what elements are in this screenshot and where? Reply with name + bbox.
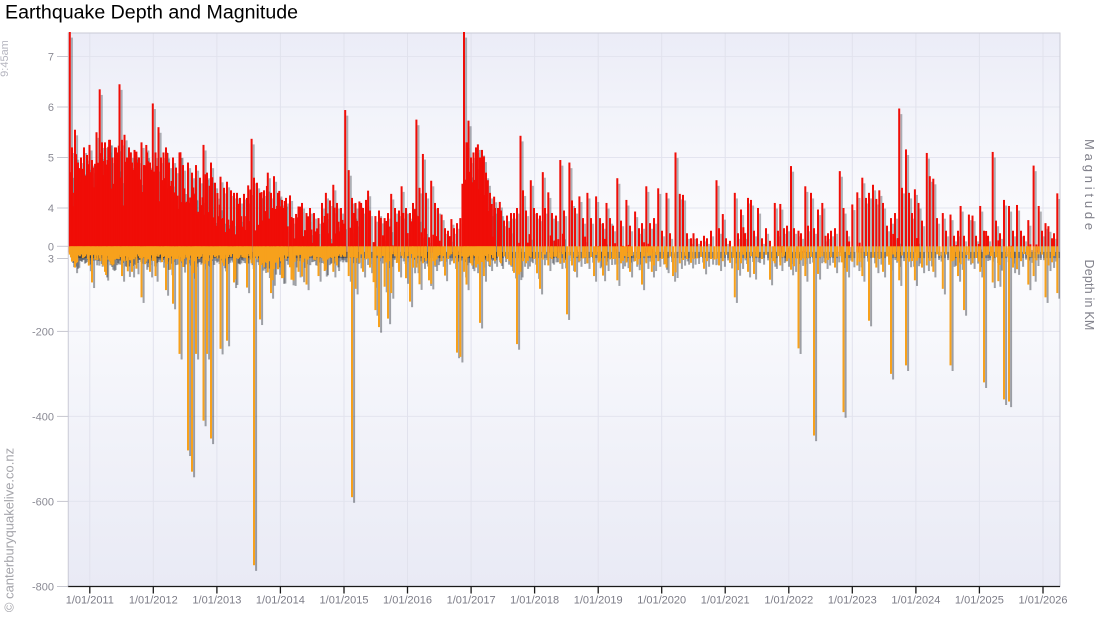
svg-text:1/01/2016: 1/01/2016 <box>383 595 432 607</box>
svg-text:Earthquake Depth and Magnitude: Earthquake Depth and Magnitude <box>5 2 298 24</box>
svg-text:9:45am: 9:45am <box>0 40 11 77</box>
svg-text:3: 3 <box>48 254 54 266</box>
svg-text:1/01/2019: 1/01/2019 <box>574 595 623 607</box>
svg-text:1/01/2024: 1/01/2024 <box>891 595 940 607</box>
svg-text:1/01/2018: 1/01/2018 <box>510 595 559 607</box>
svg-text:4: 4 <box>48 203 54 215</box>
svg-text:1/01/2026: 1/01/2026 <box>1019 595 1068 607</box>
svg-text:-800: -800 <box>32 582 54 594</box>
svg-text:-400: -400 <box>32 411 54 423</box>
svg-text:-600: -600 <box>32 496 54 508</box>
svg-text:5: 5 <box>48 153 54 165</box>
svg-text:1/01/2022: 1/01/2022 <box>764 595 813 607</box>
svg-text:1/01/2012: 1/01/2012 <box>129 595 178 607</box>
svg-text:© canterburyquakelive.co.nz: © canterburyquakelive.co.nz <box>2 448 17 612</box>
svg-text:1/01/2021: 1/01/2021 <box>701 595 750 607</box>
svg-text:1/01/2017: 1/01/2017 <box>447 595 496 607</box>
svg-text:Magnitude: Magnitude <box>1082 139 1097 234</box>
svg-text:6: 6 <box>48 102 54 114</box>
svg-text:1/01/2011: 1/01/2011 <box>66 595 114 607</box>
svg-text:0: 0 <box>48 241 54 253</box>
svg-text:1/01/2025: 1/01/2025 <box>955 595 1004 607</box>
svg-text:1/01/2020: 1/01/2020 <box>637 595 686 607</box>
svg-text:Depth in KM: Depth in KM <box>1082 260 1096 331</box>
svg-text:1/01/2014: 1/01/2014 <box>256 595 305 607</box>
svg-text:7: 7 <box>48 52 54 64</box>
svg-text:1/01/2023: 1/01/2023 <box>828 595 877 607</box>
svg-text:1/01/2015: 1/01/2015 <box>320 595 369 607</box>
svg-text:-200: -200 <box>32 326 54 338</box>
svg-text:1/01/2013: 1/01/2013 <box>192 595 241 607</box>
